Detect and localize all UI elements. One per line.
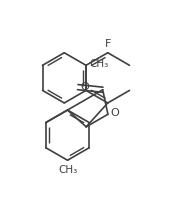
Text: O: O: [80, 82, 89, 92]
Text: F: F: [105, 39, 111, 49]
Text: CH₃: CH₃: [89, 59, 109, 69]
Text: O: O: [111, 108, 120, 118]
Text: CH₃: CH₃: [58, 164, 77, 174]
